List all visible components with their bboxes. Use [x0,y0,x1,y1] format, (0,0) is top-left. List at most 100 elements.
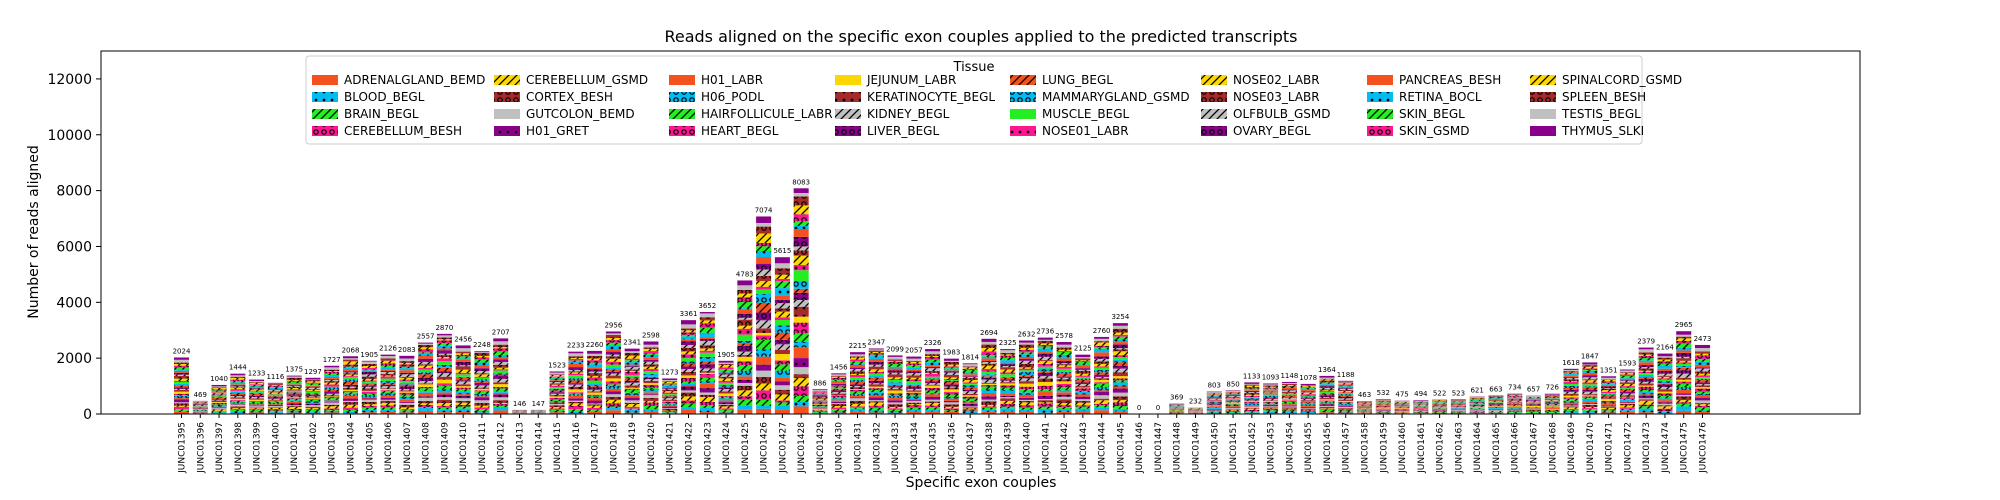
bar-segment [1507,405,1523,407]
bar-segment [436,373,452,377]
bar-total-label: 2083 [398,346,416,354]
bar-segment [793,402,809,407]
bar-segment [418,365,434,369]
bar-total-label: 1273 [661,368,679,376]
bar-segment [568,395,584,399]
bar-segment [906,365,922,368]
legend-swatch [494,92,520,102]
bar-segment [1582,387,1598,390]
bar-segment [380,367,396,370]
bar-segment [1281,384,1297,385]
bar-segment [756,376,772,384]
bar-segment [1676,367,1692,371]
bar-segment [267,400,283,402]
bar-segment [1018,405,1035,408]
bar-segment [793,333,809,342]
bar-segment [1018,371,1035,376]
bar-segment [962,401,978,403]
bar-segment [267,403,283,405]
bar-segment [436,385,452,390]
bar-segment [1000,397,1016,399]
bar-segment [1319,408,1335,410]
bar-segment [756,246,772,252]
bar-segment [793,281,809,289]
bar-segment [1094,400,1110,404]
bar-segment [1469,408,1485,410]
bar-segment [324,397,340,399]
x-tick-label: JUNC01471 [1605,422,1615,474]
bar-segment [1075,387,1091,389]
legend-swatch [669,75,695,85]
bar-segment [1676,365,1692,368]
bar-segment [1676,343,1692,348]
bar-segment [793,386,809,396]
bar-segment [1525,411,1542,413]
x-tick-label: JUNC01396 [196,422,206,474]
bar-segment [1356,409,1373,410]
bar-segment [1319,409,1335,412]
bar-stack [249,379,265,414]
x-tick-label: JUNC01418 [609,422,619,474]
bar-segment [1075,358,1091,361]
bar-segment [662,401,678,404]
bar-segment [493,388,509,392]
bar-segment [568,384,584,387]
bar-segment [699,345,715,349]
bar-segment [887,355,903,357]
bar-segment [605,410,621,414]
bar-segment [793,205,809,215]
bar-segment [1676,377,1692,380]
bar-segment [324,387,340,390]
bar-segment [1657,384,1673,387]
bar-segment [1432,410,1448,411]
bar-segment [549,396,565,398]
bar-segment [868,361,884,365]
bar-stack [1225,390,1241,414]
bar-segment [756,280,772,287]
bar-segment [1582,379,1598,381]
bar-segment [887,356,903,360]
bar-segment [849,363,866,365]
bar-segment [680,339,697,342]
bar-total-label: 1727 [323,356,341,364]
bar-segment [1601,384,1617,386]
bar-segment [230,408,246,410]
bar-segment [1563,370,1579,372]
bar-segment [906,363,922,366]
bar-segment [1601,381,1617,383]
bar-segment [812,400,828,402]
bar-segment [399,394,415,397]
bar-segment [756,356,772,365]
bar-segment [868,354,884,357]
bar-segment [1394,403,1410,404]
legend-item: LUNG_BEGL [1010,73,1113,87]
bar-segment [774,349,790,355]
bar-stack [699,312,715,414]
bar-segment [793,196,809,206]
bar-segment [305,398,321,400]
bar-segment [1525,409,1542,411]
bar-segment [1450,408,1466,410]
bar-segment [1676,402,1692,404]
bar-segment [211,398,227,400]
bar-segment [605,399,621,404]
bar-segment [1112,411,1128,414]
bars-layer [173,188,1711,414]
bar-segment [1319,398,1335,400]
bar-segment [1694,351,1711,354]
bar-stack [587,350,603,414]
bar-segment [1375,402,1391,404]
bar-segment [1338,387,1354,389]
bar-segment [493,341,509,345]
bar-segment [1225,407,1241,409]
bar-segment [1657,359,1673,362]
legend-frame [305,55,1643,145]
bar-segment [380,402,396,406]
bar-segment [493,367,509,370]
bar-segment [1544,402,1560,404]
bar-segment [361,385,377,387]
bar-segment [1000,372,1016,375]
bar-segment [305,412,321,414]
bar-stack [474,351,490,414]
bar-stack [849,352,866,414]
